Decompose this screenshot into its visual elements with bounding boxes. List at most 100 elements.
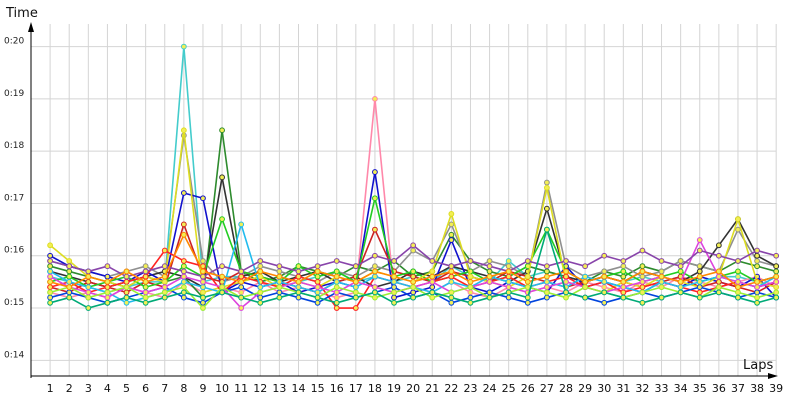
data-point xyxy=(66,289,73,296)
data-point xyxy=(696,268,703,275)
data-point xyxy=(448,299,455,306)
data-point xyxy=(754,284,760,291)
data-point xyxy=(486,278,493,285)
data-point xyxy=(276,273,283,280)
data-point xyxy=(200,305,206,311)
data-point xyxy=(161,273,168,280)
y-tick-label: 0:16 xyxy=(4,246,24,256)
data-point xyxy=(391,294,397,301)
data-point xyxy=(180,268,187,275)
data-point xyxy=(104,273,111,280)
data-point xyxy=(505,263,512,270)
grid-lines xyxy=(31,24,777,376)
data-point xyxy=(314,268,321,275)
data-point xyxy=(620,284,627,291)
x-tick-label: 3 xyxy=(85,382,92,395)
data-point xyxy=(410,273,417,280)
data-point xyxy=(219,273,225,280)
data-point xyxy=(639,299,646,306)
data-point xyxy=(276,268,283,275)
data-point xyxy=(467,258,474,264)
data-point xyxy=(696,294,703,301)
data-point xyxy=(620,263,627,270)
data-point xyxy=(715,284,722,291)
data-point xyxy=(180,263,187,270)
data-point xyxy=(601,284,608,291)
data-point xyxy=(429,289,436,296)
data-point xyxy=(735,268,741,275)
data-point xyxy=(372,95,378,102)
data-point xyxy=(180,221,187,228)
data-point xyxy=(448,278,455,285)
data-point xyxy=(543,268,550,275)
data-point xyxy=(372,289,378,296)
data-point xyxy=(601,252,608,259)
data-point xyxy=(314,299,321,306)
data-point xyxy=(735,294,741,301)
data-point xyxy=(352,278,359,285)
data-point xyxy=(219,127,225,134)
data-point xyxy=(620,294,627,301)
data-point xyxy=(180,278,187,285)
data-point xyxy=(219,216,225,223)
data-point xyxy=(161,278,168,285)
data-point xyxy=(448,289,455,296)
data-point xyxy=(582,294,589,301)
data-point xyxy=(582,278,589,285)
data-point xyxy=(257,273,264,280)
data-point xyxy=(696,278,703,285)
data-point xyxy=(66,268,73,275)
data-point xyxy=(372,268,378,275)
data-point xyxy=(735,284,741,291)
data-point xyxy=(505,268,512,275)
data-point xyxy=(66,263,73,270)
data-point xyxy=(352,284,359,291)
data-point xyxy=(66,278,73,285)
data-point xyxy=(66,284,73,291)
data-point xyxy=(754,263,760,270)
x-tick-label: 30 xyxy=(597,382,611,395)
data-point xyxy=(333,284,340,291)
data-point xyxy=(505,273,512,280)
data-point xyxy=(180,127,187,134)
data-point xyxy=(372,273,378,280)
x-tick-label: 12 xyxy=(253,382,267,395)
data-point xyxy=(658,278,665,285)
data-point xyxy=(467,284,474,291)
data-point xyxy=(295,278,302,285)
data-point xyxy=(200,195,206,202)
data-point xyxy=(104,278,111,285)
x-tick-label: 4 xyxy=(104,382,111,395)
data-point xyxy=(47,278,54,285)
data-point xyxy=(295,284,302,291)
data-point xyxy=(180,273,187,280)
x-tick-label: 19 xyxy=(387,382,401,395)
series-layer xyxy=(47,43,780,311)
data-point xyxy=(639,289,646,296)
y-tick-labels: 0:14 0:15 0:16 0:17 0:18 0:19 0:20 xyxy=(4,37,24,361)
data-point xyxy=(543,184,550,191)
x-tick-label: 15 xyxy=(311,382,325,395)
data-point xyxy=(715,289,722,296)
data-point xyxy=(295,294,302,301)
data-point xyxy=(352,305,359,311)
data-point xyxy=(142,289,149,296)
data-point xyxy=(66,294,73,301)
data-point xyxy=(123,294,130,301)
data-point xyxy=(601,299,608,306)
data-point xyxy=(601,289,608,296)
data-point xyxy=(123,268,130,275)
y-tick-label: 0:20 xyxy=(4,37,24,47)
data-point xyxy=(467,289,474,296)
data-point xyxy=(47,284,54,291)
data-point xyxy=(47,263,54,270)
data-point xyxy=(773,284,780,291)
data-point xyxy=(161,289,168,296)
data-point xyxy=(85,284,92,291)
x-tick-label: 39 xyxy=(769,382,783,395)
data-point xyxy=(773,289,780,296)
data-point xyxy=(161,247,168,254)
data-point xyxy=(773,294,780,301)
data-point xyxy=(372,294,378,301)
data-point xyxy=(715,268,722,275)
